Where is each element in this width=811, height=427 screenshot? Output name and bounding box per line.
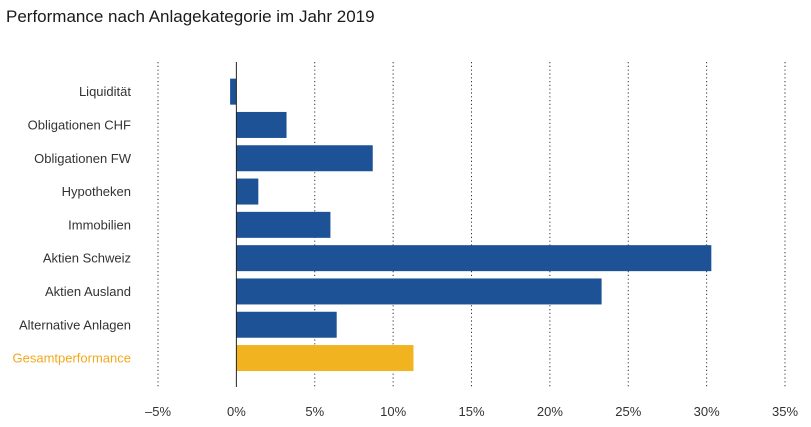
x-tick-label: 10%: [380, 404, 406, 419]
category-label: Aktien Schweiz: [43, 251, 131, 266]
bar-hypotheken: [236, 178, 259, 205]
category-label: Immobilien: [68, 217, 131, 232]
category-label: Alternative Anlagen: [19, 317, 131, 332]
chart-title: Performance nach Anlagekategorie im Jahr…: [6, 7, 375, 26]
bar-alternative-anlagen: [236, 311, 337, 338]
x-tick-label: 20%: [537, 404, 563, 419]
x-tick-label: 30%: [694, 404, 720, 419]
bar-aktien-schweiz: [236, 245, 712, 272]
category-label: Aktien Ausland: [45, 284, 131, 299]
category-label: Gesamtperformance: [13, 351, 132, 366]
x-tick-label: 0%: [227, 404, 246, 419]
bar-obligationen-fw: [236, 145, 373, 172]
bar-obligationen-chf: [236, 111, 287, 138]
bar-aktien-ausland: [236, 278, 602, 305]
x-tick-label: 5%: [305, 404, 324, 419]
x-tick-label: 25%: [615, 404, 641, 419]
x-tick-label: 35%: [772, 404, 798, 419]
x-tick-label: 15%: [458, 404, 484, 419]
category-label: Obligationen CHF: [28, 117, 131, 132]
category-label: Obligationen FW: [34, 151, 132, 166]
bar-immobilien: [236, 211, 331, 238]
category-label: Hypotheken: [62, 184, 131, 199]
bar-liquidit-t: [230, 78, 237, 105]
category-label: Liquidität: [79, 84, 131, 99]
x-tick-label: –5%: [145, 404, 171, 419]
bar-gesamtperformance: [236, 345, 414, 372]
